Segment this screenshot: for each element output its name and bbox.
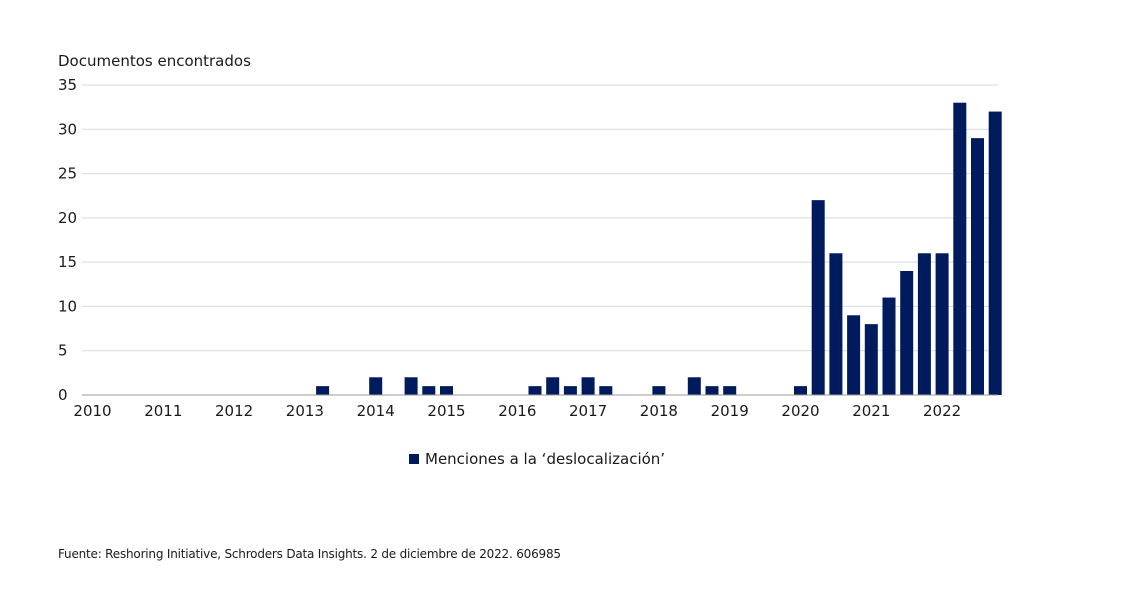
bar [900, 271, 914, 395]
bar [723, 386, 737, 395]
bar [581, 377, 595, 395]
x-tick-label: 2014 [357, 402, 395, 420]
bar [316, 386, 330, 395]
x-tick-label: 2015 [427, 402, 465, 420]
y-tick-label: 35 [58, 76, 77, 94]
y-axis-ticks: 0 5 10 15 20 25 30 35 [58, 76, 77, 404]
x-tick-label: 2010 [73, 402, 111, 420]
source-note: Fuente: Reshoring Initiative, Schroders … [58, 547, 561, 561]
y-axis-label: Documentos encontrados [58, 52, 251, 70]
bars [316, 102, 1002, 396]
y-tick-label: 15 [58, 253, 77, 271]
x-tick-label: 2019 [711, 402, 749, 420]
bar [687, 377, 701, 395]
y-tick-label: 20 [58, 209, 77, 227]
bar [528, 386, 542, 395]
bar [599, 386, 613, 395]
bar [935, 253, 949, 395]
x-tick-label: 2012 [215, 402, 253, 420]
bar [953, 102, 967, 395]
bar [988, 111, 1002, 396]
bar [882, 297, 896, 395]
y-tick-label: 0 [58, 386, 68, 404]
x-tick-label: 2013 [286, 402, 324, 420]
bar [705, 386, 719, 395]
bar [864, 324, 878, 395]
x-tick-label: 2016 [498, 402, 536, 420]
bar [829, 253, 843, 395]
legend-swatch [409, 454, 419, 464]
y-tick-label: 5 [58, 342, 68, 360]
legend-label: Menciones a la ‘deslocalización’ [425, 450, 666, 468]
bar [811, 200, 825, 395]
bar [652, 386, 666, 395]
x-tick-label: 2021 [852, 402, 890, 420]
bar [546, 377, 560, 395]
bar [847, 315, 861, 395]
bar [369, 377, 383, 395]
bar [917, 253, 931, 395]
y-tick-label: 25 [58, 165, 77, 183]
bar [422, 386, 436, 395]
x-tick-label: 2018 [640, 402, 678, 420]
bar [563, 386, 577, 395]
bar [794, 386, 807, 395]
bar [404, 377, 418, 395]
x-tick-label: 2011 [144, 402, 182, 420]
y-tick-label: 30 [58, 120, 77, 138]
y-tick-label: 10 [58, 297, 77, 315]
bar [440, 386, 453, 395]
x-axis-ticks: 2010 2011 2012 2013 2014 2015 2016 2017 2018 2019… [73, 402, 961, 420]
x-tick-label: 2022 [923, 402, 961, 420]
gridlines [82, 84, 998, 352]
legend: Menciones a la ‘deslocalización’ [409, 450, 665, 468]
bar [971, 138, 984, 395]
x-tick-label: 2017 [569, 402, 607, 420]
x-tick-label: 2020 [781, 402, 819, 420]
